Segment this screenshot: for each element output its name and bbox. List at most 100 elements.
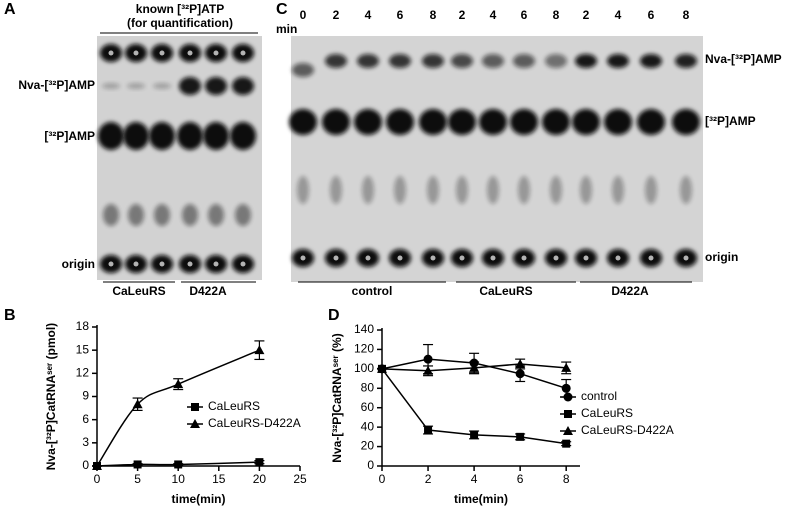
gel-spot-core xyxy=(300,255,306,261)
gel-spot-core xyxy=(333,255,339,261)
y-tick-label: 6 xyxy=(82,412,89,426)
gel-spot xyxy=(518,176,530,204)
gel-spot-core xyxy=(159,261,165,267)
series-line xyxy=(96,461,260,467)
y-axis-title: Nva-[³²P]CatRNAˢᵉʳ (%) xyxy=(330,333,344,462)
gel-spot xyxy=(479,109,507,135)
marker xyxy=(423,365,434,375)
gel-spot xyxy=(123,122,149,150)
panel-label: B xyxy=(4,307,16,324)
lane-label: 4 xyxy=(365,8,372,22)
band-label: Nva-[³²P]AMP xyxy=(705,52,782,66)
gel-spot xyxy=(604,109,632,135)
gel-spot-core xyxy=(397,255,403,261)
gel-spot xyxy=(580,176,592,204)
marker xyxy=(469,362,480,372)
y-tick-label: 0 xyxy=(367,458,374,472)
marker xyxy=(515,359,526,368)
y-tick-label: 80 xyxy=(361,380,375,394)
gel-spot-core xyxy=(108,50,114,56)
gel-spot xyxy=(128,204,144,226)
gel-spot xyxy=(179,77,201,95)
x-tick-label: 15 xyxy=(212,472,226,486)
legend-label: CaLeuRS-D422A xyxy=(208,416,301,430)
gel-spot-core xyxy=(159,50,165,56)
gel-spot-core xyxy=(615,255,621,261)
gel-spot xyxy=(672,109,700,135)
x-tick-label: 0 xyxy=(379,472,386,486)
y-tick-label: 18 xyxy=(76,319,90,333)
y-tick-label: 15 xyxy=(76,342,90,356)
x-axis-title: time(min) xyxy=(454,492,508,506)
x-tick-label: 4 xyxy=(471,472,478,486)
lane-label: 0 xyxy=(300,8,307,22)
x-tick-label: 5 xyxy=(134,472,141,486)
marker xyxy=(516,432,525,441)
lane-label: 4 xyxy=(490,8,497,22)
gel-spot xyxy=(451,54,473,68)
marker xyxy=(470,430,479,439)
gel-image xyxy=(97,36,262,280)
lane-label: 6 xyxy=(521,8,528,22)
lane-label: 4 xyxy=(615,8,622,22)
gel-spot xyxy=(419,109,447,135)
legend-label: CaLeuRS xyxy=(208,399,260,413)
gel-spot-core xyxy=(521,255,527,261)
x-tick-label: 2 xyxy=(425,472,432,486)
legend-marker xyxy=(563,392,573,402)
lane-label: 8 xyxy=(553,8,560,22)
gel-spot xyxy=(640,54,662,68)
marker xyxy=(562,439,571,448)
y-tick-label: 100 xyxy=(354,361,374,375)
gel-spot xyxy=(680,176,692,204)
gel-spot xyxy=(612,176,624,204)
gel-spot xyxy=(289,109,317,135)
gel-spot xyxy=(675,54,697,68)
marker xyxy=(561,362,572,372)
gel-spot xyxy=(357,54,379,68)
gel-header: (for quantification) xyxy=(127,16,233,30)
marker xyxy=(132,399,143,409)
gel-spot xyxy=(230,122,256,150)
gel-spot xyxy=(153,83,171,89)
gel-spot xyxy=(235,204,251,226)
gel-spot-core xyxy=(108,261,114,267)
gel-spot xyxy=(362,176,374,204)
gel-spot-core xyxy=(133,261,139,267)
gel-spot xyxy=(232,77,254,95)
gel-spot-core xyxy=(133,50,139,56)
band-label: origin xyxy=(62,257,95,271)
gel-spot xyxy=(487,176,499,204)
y-tick-label: 40 xyxy=(361,419,375,433)
lane-label: 2 xyxy=(583,8,590,22)
gel-spot xyxy=(510,109,538,135)
gel-image xyxy=(291,36,703,282)
gel-spot xyxy=(456,176,468,204)
gel-spot xyxy=(98,122,124,150)
gel-spot xyxy=(177,122,203,150)
marker xyxy=(254,345,265,355)
marker xyxy=(561,383,571,393)
band-label: [³²P]AMP xyxy=(705,114,756,128)
lane-label: 6 xyxy=(397,8,404,22)
legend-label: CaLeuRS xyxy=(581,406,633,420)
band-label: Nva-[³²P]AMP xyxy=(18,78,95,92)
gel-spot xyxy=(645,176,657,204)
gel-spot xyxy=(354,109,382,135)
y-tick-label: 0 xyxy=(82,458,89,472)
gel-spot xyxy=(550,176,562,204)
gel-spot-core xyxy=(553,255,559,261)
marker xyxy=(173,379,184,389)
legend-label: CaLeuRS-D422A xyxy=(581,423,674,437)
gel-spot-core xyxy=(187,261,193,267)
gel-spot xyxy=(325,54,347,68)
gel-spot xyxy=(386,109,414,135)
x-tick-label: 8 xyxy=(563,472,570,486)
x-tick-label: 25 xyxy=(293,472,307,486)
band-label: origin xyxy=(705,250,738,264)
gel-spot-core xyxy=(240,50,246,56)
gel-spot xyxy=(542,109,570,135)
lane-label: 6 xyxy=(648,8,655,22)
group-label: CaLeuRS xyxy=(112,284,165,298)
